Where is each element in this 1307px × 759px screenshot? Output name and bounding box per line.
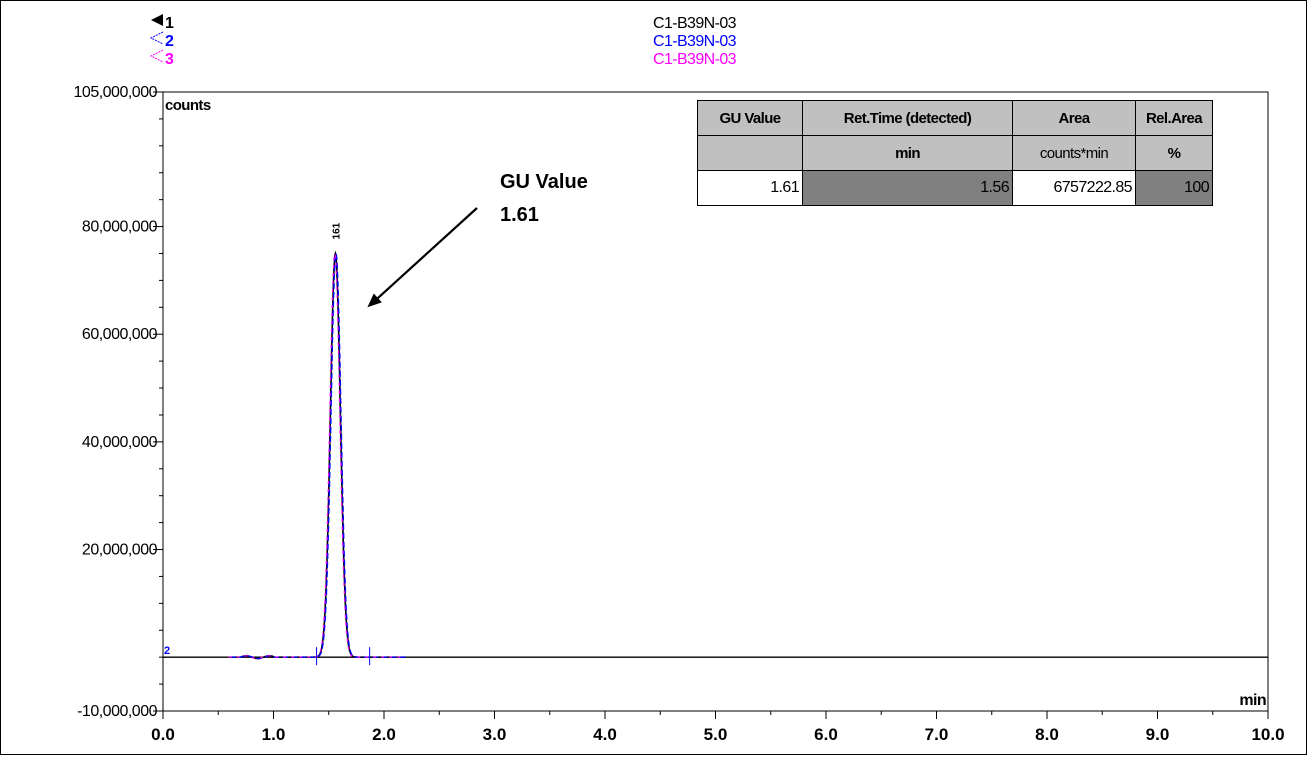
table-unit-rettime: min — [802, 135, 1013, 171]
x-tick-label: 3.0 — [483, 725, 507, 744]
annotation: GU Value 1.61 — [367, 171, 588, 308]
y-tick-label: 105,000,000 — [74, 84, 158, 101]
table-unit-gu — [697, 135, 803, 171]
y-tick-label: 80,000,000 — [82, 219, 158, 236]
y-tick-label: 60,000,000 — [82, 326, 158, 343]
axes: -10,000,000 20,000,000 40,000,000 60,000,00… — [74, 84, 1285, 744]
annotation-title: GU Value — [500, 171, 588, 193]
trace-2 — [229, 250, 407, 660]
legend-series-name: C1-B39N-03 — [653, 15, 737, 32]
trace-1 — [229, 250, 406, 660]
table-cell-relarea: 100 — [1135, 170, 1213, 206]
table-header-relarea: Rel.Area — [1135, 100, 1213, 136]
annotation-arrow-line — [374, 207, 478, 302]
trace-3 — [228, 251, 406, 660]
legend-marker-icon — [149, 49, 164, 63]
legend-number: 3 — [165, 51, 174, 68]
legend: 1 C1-B39N-03 2 C1-B39N-03 3 C1-B39N-03 — [149, 14, 737, 68]
y-tick-label: -10,000,000 — [77, 703, 158, 720]
x-tick-label: 8.0 — [1035, 725, 1059, 744]
table-cell-gu: 1.61 — [697, 170, 803, 206]
legend-marker-icon — [149, 31, 164, 45]
y-tick-label: 40,000,000 — [82, 434, 158, 451]
trace-marker-label: 2 — [164, 645, 170, 657]
table-header-row: GU Value Ret.Time (detected) Area Rel.Ar… — [697, 100, 1213, 136]
table-cell-area: 6757222.85 — [1012, 170, 1136, 206]
legend-number: 1 — [165, 15, 174, 32]
legend-series-name: C1-B39N-03 — [653, 51, 737, 68]
annotation-value: 1.61 — [500, 204, 539, 226]
result-table: GU Value Ret.Time (detected) Area Rel.Ar… — [697, 100, 1213, 206]
x-tick-label: 0.0 — [151, 725, 175, 744]
table-unit-row: min counts*min % — [697, 135, 1213, 171]
x-tick-label: 9.0 — [1146, 725, 1170, 744]
traces: 2 161 — [163, 222, 1268, 666]
x-tick-label: 10.0 — [1251, 725, 1284, 744]
y-tick-label: 20,000,000 — [82, 542, 158, 559]
table-header-rettime: Ret.Time (detected) — [802, 100, 1013, 136]
legend-series-name: C1-B39N-03 — [653, 33, 737, 50]
x-tick-label: 5.0 — [704, 725, 728, 744]
x-tick-label: 6.0 — [814, 725, 838, 744]
legend-marker-icon — [151, 14, 163, 26]
table-header-area: Area — [1012, 100, 1136, 136]
x-unit-label: min — [1239, 692, 1266, 709]
x-tick-label: 1.0 — [262, 725, 286, 744]
table-cell-rettime: 1.56 — [802, 170, 1013, 206]
legend-number: 2 — [165, 33, 174, 50]
table-unit-relarea: % — [1135, 135, 1213, 171]
table-unit-area: counts*min — [1012, 135, 1136, 171]
annotation-arrow-head-icon — [367, 293, 382, 308]
y-unit-label: counts — [165, 97, 211, 114]
table-header-gu: GU Value — [697, 100, 803, 136]
x-tick-label: 2.0 — [372, 725, 396, 744]
table-row: 1.61 1.56 6757222.85 100 — [697, 170, 1213, 206]
peak-label: 161 — [331, 222, 342, 239]
x-tick-label: 7.0 — [925, 725, 949, 744]
x-tick-label: 4.0 — [593, 725, 617, 744]
